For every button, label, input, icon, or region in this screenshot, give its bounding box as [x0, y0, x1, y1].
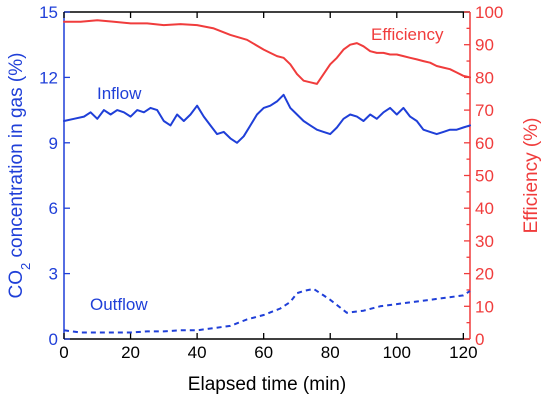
x-axis-ticks: 0 20 40 60 80 100 120	[59, 12, 478, 362]
right-tick-label: 20	[475, 265, 494, 284]
left-axis-title: CO2 concentration in gas (%)	[6, 53, 33, 299]
right-tick-label: 60	[475, 134, 494, 153]
annotation-inflow: Inflow	[97, 84, 142, 103]
left-tick-label: 6	[49, 199, 58, 218]
x-tick-label: 20	[121, 343, 140, 362]
right-tick-label: 40	[475, 199, 494, 218]
x-tick-label: 100	[383, 343, 411, 362]
annotation-outflow: Outflow	[90, 295, 148, 314]
annotation-efficiency: Efficiency	[371, 25, 444, 44]
left-axis-title-subscript: 2	[18, 263, 33, 270]
right-tick-label: 30	[475, 232, 494, 251]
series-line-efficiency	[63, 19, 471, 85]
left-tick-label: 9	[49, 134, 58, 153]
x-tick-label: 120	[449, 343, 477, 362]
left-axis-title-suffix: concentration in gas (%)	[6, 53, 27, 263]
right-tick-label: 70	[475, 101, 494, 120]
left-tick-label: 0	[49, 330, 58, 349]
x-axis-title: Elapsed time (min)	[188, 374, 346, 395]
left-tick-label: 12	[39, 68, 58, 87]
left-axis-title-prefix: CO	[6, 270, 27, 299]
series-line-inflow	[63, 93, 471, 144]
left-axis-ticks: 0 3 6 9 12 15	[39, 3, 70, 349]
x-tick-label: 40	[188, 343, 207, 362]
right-tick-label: 100	[475, 3, 503, 22]
x-tick-label: 80	[321, 343, 340, 362]
x-tick-label: 0	[59, 343, 68, 362]
right-tick-label: 10	[475, 297, 494, 316]
right-tick-label: 50	[475, 167, 494, 186]
x-tick-label: 60	[254, 343, 273, 362]
right-tick-label: 90	[475, 36, 494, 55]
right-tick-label: 0	[475, 330, 484, 349]
right-axis-title: Efficiency (%)	[521, 118, 542, 234]
left-tick-label: 3	[49, 265, 58, 284]
series-layer	[63, 19, 471, 334]
right-axis-ticks: 0 10 20 30 40 50 60 70 80 90 100	[464, 3, 503, 349]
left-tick-label: 15	[39, 3, 58, 22]
right-tick-label: 80	[475, 68, 494, 87]
plot-frame	[63, 11, 471, 340]
